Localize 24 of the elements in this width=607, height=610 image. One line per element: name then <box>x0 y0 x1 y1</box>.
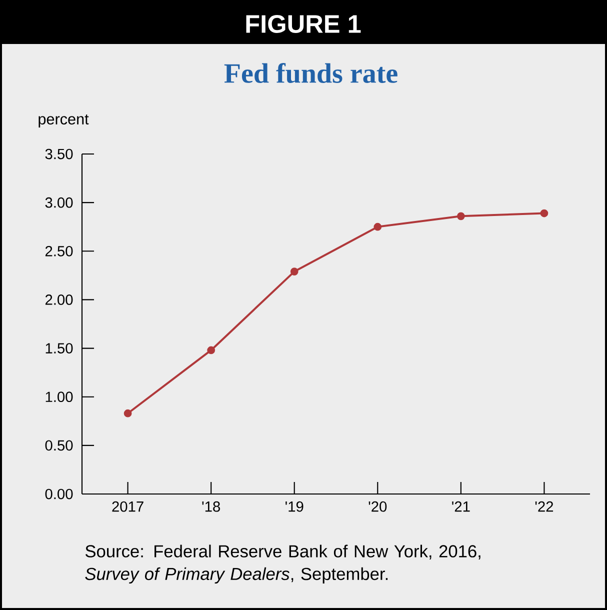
point <box>290 268 298 276</box>
point <box>456 212 465 220</box>
y-axis-title: percent <box>38 114 89 128</box>
x-tick-label: '22 <box>535 501 554 512</box>
x-tick-label: '19 <box>286 501 304 512</box>
point <box>540 209 548 218</box>
y-tick-label: 3.00 <box>45 197 73 208</box>
source-note: Source: Federal Reserve Bank of New York, 2016, Survey of Primary Dealers, September. <box>85 544 480 584</box>
y-tick-label: 2.50 <box>45 246 73 256</box>
x-tick-label: '21 <box>452 501 470 512</box>
y-tick-label: 0.00 <box>45 488 73 500</box>
y-tick-label: 3.50 <box>45 148 73 160</box>
point <box>374 222 382 231</box>
point <box>207 346 216 354</box>
y-tick-label: 1.00 <box>46 392 73 402</box>
y-tick-label: 2.00 <box>45 294 73 305</box>
y-tick-label: 0.50 <box>45 440 73 451</box>
x-tick-label: 2017 <box>112 501 144 512</box>
chart-title: FIGURE 1 <box>246 15 361 33</box>
x-tick-label: '20 <box>368 501 387 512</box>
chart-subtitle: Fed funds rate <box>224 62 398 84</box>
x-tick-label: '18 <box>202 501 220 512</box>
y-tick-label: 1.50 <box>46 343 73 354</box>
point <box>124 409 132 418</box>
